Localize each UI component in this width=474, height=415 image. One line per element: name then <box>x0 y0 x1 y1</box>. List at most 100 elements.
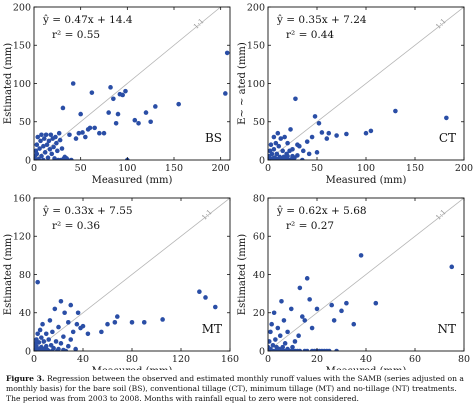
data-point <box>290 146 295 152</box>
y-axis-label: Estimated (mm) <box>3 234 14 315</box>
data-point <box>300 314 305 319</box>
data-point <box>76 130 82 136</box>
data-point <box>54 140 59 146</box>
data-point <box>290 344 295 350</box>
x-tick-label: 100 <box>357 163 375 174</box>
one-to-one-line <box>268 7 464 160</box>
data-point <box>148 119 153 125</box>
data-point <box>39 153 44 159</box>
regression-equation: ŷ = 0.33x + 7.55 <box>42 204 133 217</box>
data-point <box>41 157 46 160</box>
data-point <box>68 302 74 308</box>
data-point <box>297 285 303 291</box>
data-point <box>62 310 67 316</box>
caption-label: Figure 3. <box>6 374 45 383</box>
data-point <box>73 346 78 351</box>
data-point <box>37 327 43 333</box>
y-tick-label: 100 <box>13 79 31 90</box>
panel-mt: 1:10408012016004080120160Measured (mm)Es… <box>3 193 239 370</box>
data-point <box>99 329 104 335</box>
data-point <box>449 264 455 270</box>
data-point <box>293 96 298 102</box>
data-point <box>53 134 58 140</box>
data-point <box>49 151 55 157</box>
data-point <box>224 50 230 56</box>
data-point <box>288 127 293 132</box>
data-point <box>120 92 125 98</box>
data-point <box>276 143 282 149</box>
x-tick-label: 60 <box>409 354 421 365</box>
data-point <box>329 302 335 308</box>
one-to-one-line <box>34 7 221 160</box>
data-point <box>268 329 273 335</box>
x-tick-label: 0 <box>31 354 37 365</box>
x-tick-label: 0 <box>265 163 271 174</box>
data-point <box>282 341 288 346</box>
data-point <box>285 329 290 335</box>
data-point <box>285 153 290 159</box>
data-point <box>41 143 46 149</box>
data-point <box>70 329 76 335</box>
y-tick-label: 200 <box>247 2 265 13</box>
data-point <box>111 96 116 102</box>
y-tick-label: 0 <box>259 346 265 357</box>
data-point <box>45 155 51 160</box>
data-point <box>36 340 42 345</box>
data-point <box>309 134 315 140</box>
data-point <box>56 130 62 136</box>
x-tick-label: 40 <box>360 354 372 365</box>
data-point <box>46 348 51 351</box>
data-point <box>97 130 102 136</box>
data-point <box>282 134 287 140</box>
data-point <box>47 318 53 323</box>
data-point <box>280 344 286 350</box>
y-axis-label: Estimated (mm) <box>237 234 248 315</box>
treatment-code: CT <box>439 131 456 145</box>
treatment-code: BS <box>205 131 222 145</box>
data-point <box>213 304 218 310</box>
data-point <box>271 134 277 140</box>
data-point <box>51 345 56 351</box>
x-tick-label: 50 <box>311 163 323 174</box>
y-tick-label: 200 <box>13 2 31 13</box>
data-point <box>65 157 70 160</box>
data-point <box>66 320 71 325</box>
data-point <box>297 348 303 351</box>
data-point <box>40 321 45 327</box>
data-point <box>56 324 61 330</box>
x-tick-label: 0 <box>265 354 271 365</box>
data-point <box>273 337 278 342</box>
data-point <box>288 306 294 312</box>
data-point <box>63 348 69 351</box>
data-point <box>334 133 339 138</box>
caption-text: Regression between the observed and esti… <box>6 374 464 403</box>
x-tick-label: 160 <box>221 354 239 365</box>
data-point <box>314 306 320 312</box>
data-point <box>176 101 181 107</box>
data-point <box>70 81 76 86</box>
data-point <box>203 295 208 300</box>
data-point <box>334 348 339 351</box>
y-tick-label: 40 <box>253 270 265 281</box>
y-tick-label: 0 <box>25 155 31 166</box>
one-to-one-line <box>34 198 230 351</box>
data-point <box>363 130 369 136</box>
data-point <box>46 337 51 342</box>
regression-equation: ŷ = 0.47x + 14.4 <box>42 13 133 26</box>
data-point <box>47 146 53 152</box>
data-point <box>112 320 118 325</box>
data-point <box>41 136 47 141</box>
data-point <box>358 253 364 258</box>
data-point <box>319 130 325 135</box>
data-point <box>160 317 165 322</box>
data-point <box>324 136 330 141</box>
data-point <box>113 120 119 126</box>
y-tick-label: 40 <box>19 308 31 319</box>
data-point <box>37 146 42 151</box>
data-point <box>46 138 52 144</box>
data-point <box>268 142 274 147</box>
data-point <box>368 128 374 134</box>
data-point <box>39 335 44 340</box>
y-tick-label: 150 <box>13 41 31 52</box>
y-tick-label: 60 <box>253 232 265 243</box>
